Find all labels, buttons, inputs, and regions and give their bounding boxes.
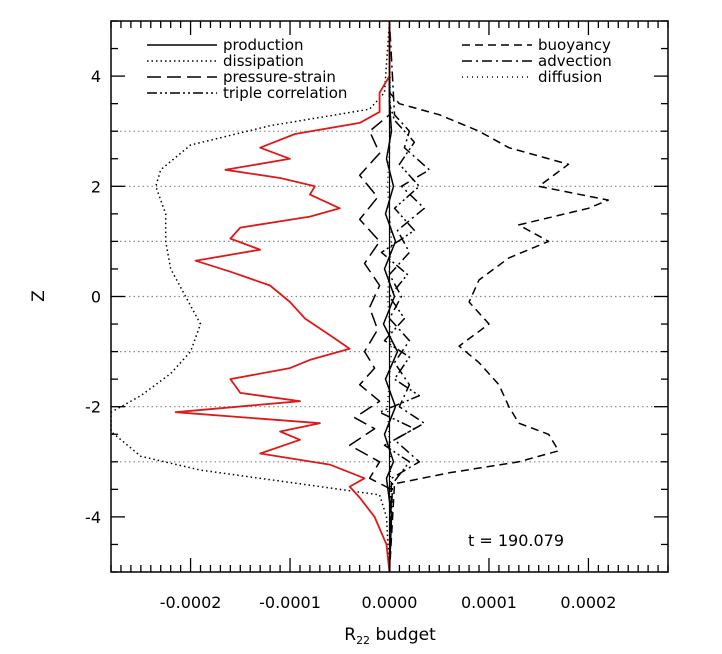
legend-pressure-strain-label: pressure-strain bbox=[223, 68, 336, 86]
x-tick-label: 0.0000 bbox=[362, 593, 418, 612]
y-tick-label: 0 bbox=[91, 288, 101, 307]
y-tick-label: -2 bbox=[85, 398, 101, 417]
x-tick-label: -0.0001 bbox=[259, 593, 321, 612]
legend-buoyancy-label: buoyancy bbox=[538, 36, 611, 54]
x-tick-label: -0.0002 bbox=[160, 593, 222, 612]
series-pressure-strain bbox=[348, 21, 393, 573]
series-diffusion bbox=[386, 20, 393, 573]
series-advection bbox=[388, 20, 431, 573]
legend-diffusion-label: diffusion bbox=[538, 68, 602, 86]
y-axis-label: Z bbox=[29, 290, 49, 302]
y-tick-label: -4 bbox=[85, 508, 101, 527]
y-tick-label: 4 bbox=[91, 67, 101, 86]
series-red-curve bbox=[174, 21, 391, 573]
legend-dissipation-label: dissipation bbox=[223, 52, 304, 70]
legend-triple-correlation-label: triple correlation bbox=[223, 84, 347, 102]
series-buoyancy bbox=[388, 21, 610, 573]
legend-advection-label: advection bbox=[538, 52, 612, 70]
legend-production-label: production bbox=[223, 36, 304, 54]
x-tick-label: 0.0002 bbox=[560, 593, 616, 612]
x-tick-label: 0.0001 bbox=[461, 593, 517, 612]
x-axis-label-suffix: budget bbox=[370, 625, 436, 645]
x-axis-label: R22 budget bbox=[344, 625, 436, 647]
x-axis-label-subscript: 22 bbox=[356, 634, 370, 647]
x-axis-label-main: R bbox=[344, 625, 356, 645]
y-tick-label: 2 bbox=[91, 177, 101, 196]
time-annotation: t = 190.079 bbox=[468, 531, 564, 550]
series-dissipation bbox=[110, 20, 391, 573]
